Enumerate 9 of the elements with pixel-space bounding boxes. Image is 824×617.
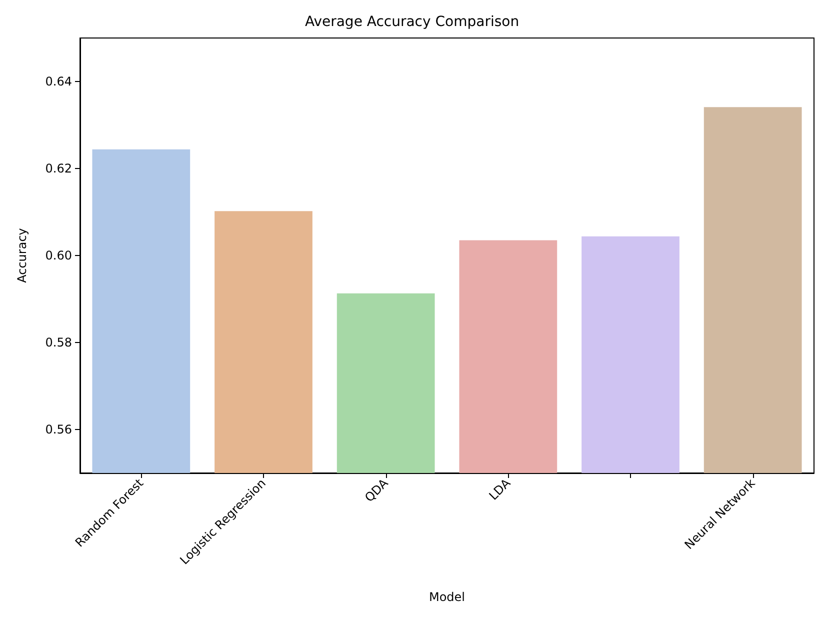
x-axis-title: Model [428, 590, 466, 604]
y-tick-label: 0.64 [45, 74, 72, 88]
y-tick-label: 0.60 [45, 248, 72, 262]
x-tick-label: LDA [486, 475, 514, 503]
chart-title: Average Accuracy Comparison [304, 14, 520, 30]
y-tick-label: 0.58 [45, 336, 72, 350]
y-tick-label: 0.62 [45, 162, 72, 176]
y-axis-title: Accuracy [15, 228, 29, 283]
y-tick-label: 0.56 [45, 422, 72, 436]
